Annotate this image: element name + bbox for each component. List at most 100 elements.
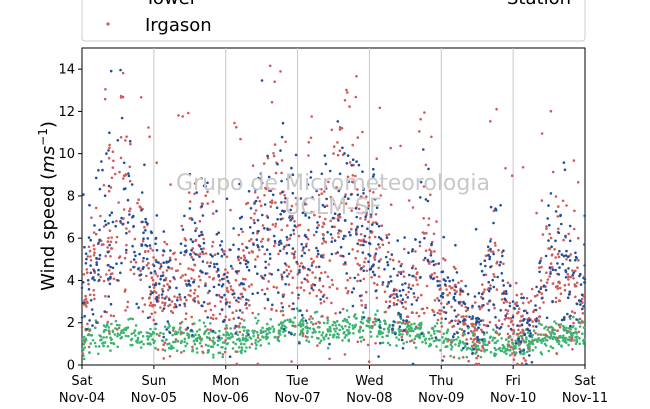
point-station — [369, 335, 373, 338]
point-irgason — [273, 241, 277, 245]
point-tower — [456, 331, 459, 335]
point-station — [337, 333, 340, 336]
point-tower — [281, 121, 285, 125]
point-tower — [458, 320, 462, 324]
legend-label-irgason: Irgason — [145, 15, 212, 36]
point-irgason — [145, 274, 148, 278]
point-irgason — [87, 345, 91, 349]
point-station — [549, 332, 553, 336]
point-tower — [439, 294, 443, 298]
point-tower — [289, 218, 292, 222]
point-station — [259, 338, 262, 342]
point-tower — [271, 193, 275, 197]
point-tower — [215, 233, 219, 236]
point-tower — [179, 251, 183, 254]
point-station — [333, 321, 337, 324]
point-irgason — [332, 202, 336, 206]
point-irgason — [402, 270, 405, 273]
point-tower — [225, 275, 229, 279]
point-station — [97, 345, 101, 348]
point-irgason — [294, 196, 298, 200]
point-irgason — [164, 276, 168, 280]
point-irgason — [179, 262, 182, 266]
point-tower — [191, 333, 194, 337]
point-tower — [362, 192, 365, 195]
point-irgason — [133, 237, 137, 241]
point-tower — [480, 338, 484, 342]
point-tower — [95, 261, 98, 264]
point-tower — [89, 271, 93, 275]
point-tower — [223, 253, 226, 256]
point-irgason — [110, 247, 113, 250]
point-tower — [409, 287, 413, 291]
point-irgason — [184, 328, 188, 331]
point-tower — [511, 316, 515, 319]
point-irgason — [187, 293, 190, 297]
point-tower — [375, 222, 379, 226]
point-tower — [149, 293, 152, 296]
point-station — [573, 339, 576, 342]
point-irgason — [424, 163, 428, 167]
point-irgason — [143, 225, 146, 229]
point-tower — [211, 254, 214, 258]
point-station — [240, 346, 244, 349]
point-station — [408, 334, 412, 338]
point-station — [572, 315, 575, 319]
point-irgason — [455, 290, 458, 293]
point-tower — [462, 346, 465, 350]
point-irgason — [251, 184, 254, 187]
point-irgason — [159, 306, 162, 309]
point-tower — [381, 281, 385, 284]
point-tower — [288, 216, 291, 219]
point-tower — [325, 197, 328, 201]
point-tower — [346, 154, 350, 157]
point-tower — [557, 231, 561, 235]
point-tower — [494, 315, 497, 319]
point-station — [346, 321, 350, 324]
point-tower — [175, 305, 178, 309]
point-station — [277, 323, 281, 327]
point-station — [197, 333, 201, 337]
point-irgason — [187, 111, 190, 115]
point-irgason — [480, 305, 484, 309]
point-irgason — [126, 305, 129, 309]
point-station — [365, 324, 368, 328]
point-irgason — [346, 91, 349, 94]
point-tower — [281, 295, 285, 298]
point-irgason — [336, 153, 340, 157]
point-irgason — [356, 136, 360, 139]
point-tower — [456, 322, 460, 326]
point-irgason — [266, 156, 270, 160]
point-tower — [397, 311, 400, 315]
point-tower — [306, 183, 310, 186]
point-station — [537, 337, 540, 340]
point-tower — [480, 269, 484, 273]
point-irgason — [481, 283, 484, 286]
point-irgason — [145, 264, 149, 267]
point-station — [552, 332, 555, 335]
point-irgason — [556, 329, 559, 333]
point-irgason — [128, 209, 131, 213]
point-station — [359, 320, 363, 324]
point-station — [247, 329, 250, 332]
point-irgason — [567, 275, 570, 279]
point-station — [253, 329, 256, 333]
point-irgason — [152, 256, 155, 259]
point-irgason — [208, 275, 211, 279]
point-tower — [176, 298, 179, 302]
point-station — [256, 319, 260, 323]
point-tower — [404, 282, 407, 285]
point-irgason — [373, 281, 376, 285]
point-irgason — [447, 338, 451, 342]
point-irgason — [249, 216, 253, 220]
point-station — [176, 339, 180, 343]
point-tower — [168, 331, 172, 335]
point-tower — [568, 259, 572, 262]
point-irgason — [125, 135, 128, 138]
point-irgason — [576, 181, 580, 184]
point-tower — [209, 253, 212, 256]
point-irgason — [110, 236, 113, 239]
point-irgason — [411, 264, 415, 268]
point-tower — [501, 254, 504, 258]
point-station — [538, 339, 542, 342]
